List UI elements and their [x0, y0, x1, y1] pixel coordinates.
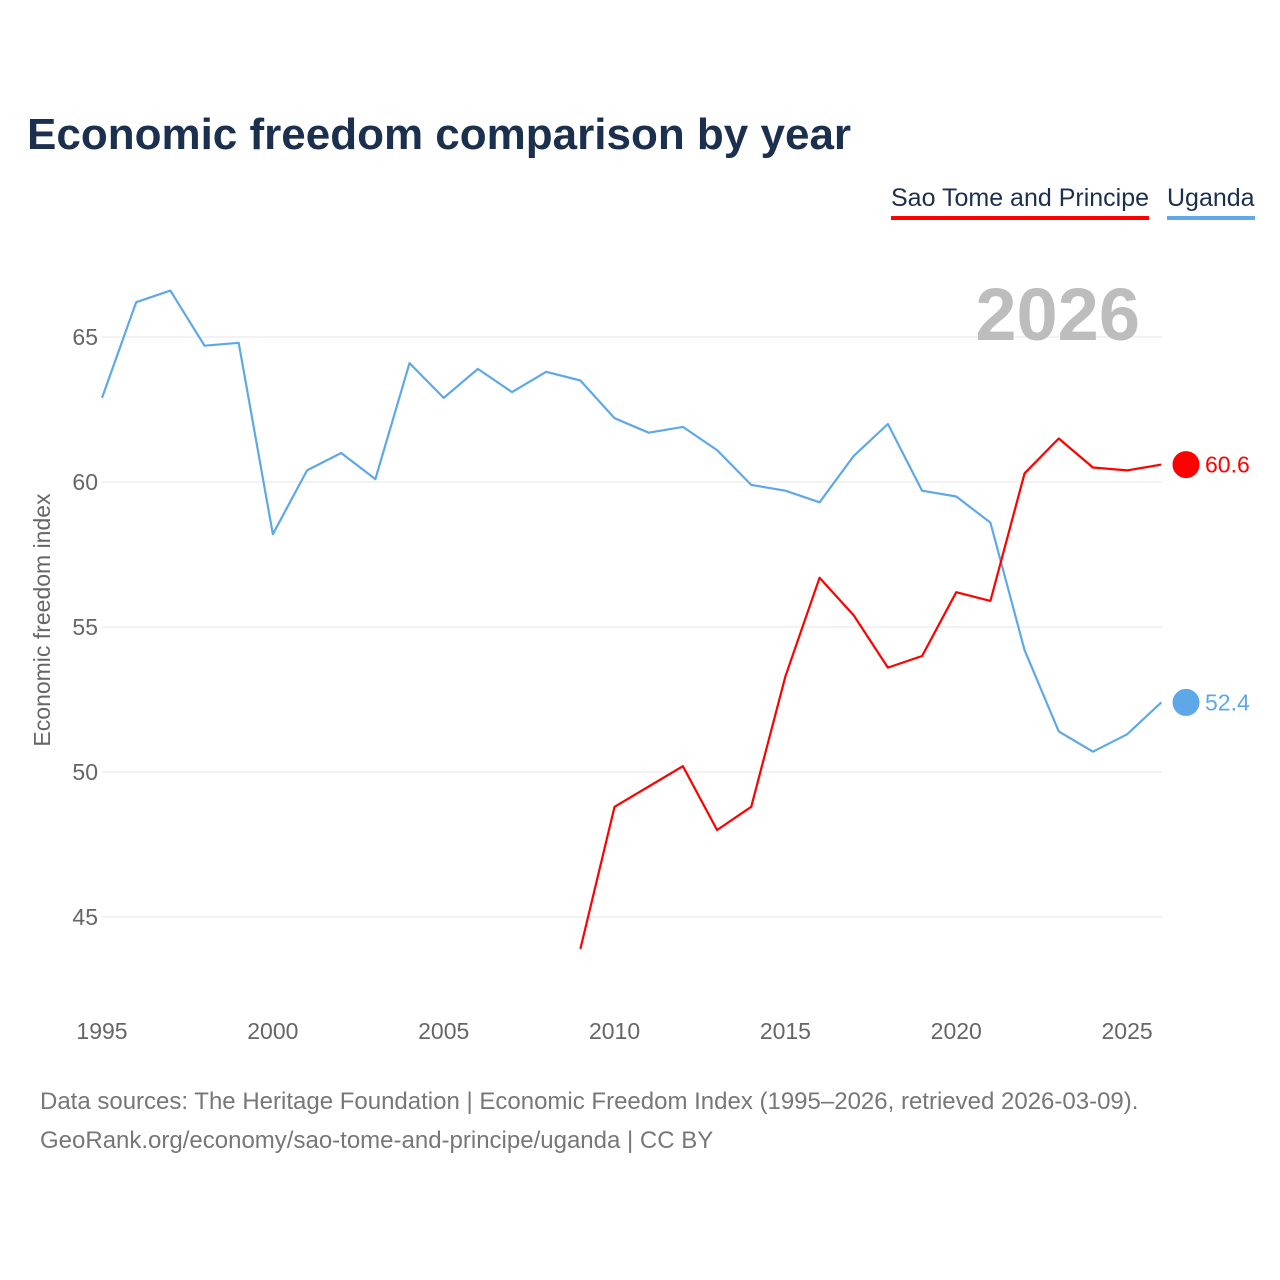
- year-watermark: 2026: [975, 273, 1140, 356]
- legend-item-uganda[interactable]: Uganda: [1167, 184, 1255, 220]
- end-value-label: 52.4: [1205, 689, 1250, 715]
- x-tick-label: 1995: [76, 1018, 127, 1044]
- end-value-label: 60.6: [1205, 452, 1250, 478]
- legend-item-sao-tome[interactable]: Sao Tome and Principe: [891, 184, 1150, 220]
- series-line-uganda: [100, 289, 1163, 753]
- x-tick-label: 2020: [931, 1018, 982, 1044]
- y-tick-label: 65: [72, 324, 98, 350]
- y-tick-label: 45: [72, 904, 98, 930]
- series-line-sao-tome-and-principe: [579, 437, 1162, 950]
- source-line-2[interactable]: GeoRank.org/economy/sao-tome-and-princip…: [40, 1127, 714, 1154]
- source-line-1: Data sources: The Heritage Foundation | …: [40, 1088, 1139, 1115]
- y-tick-label: 50: [72, 759, 98, 785]
- flag-icon: [1171, 450, 1201, 480]
- x-tick-label: 2025: [1102, 1018, 1153, 1044]
- flag-icon: [1171, 687, 1201, 717]
- y-tick-label: 60: [72, 469, 98, 495]
- chart-title: Economic freedom comparison by year: [27, 110, 852, 159]
- y-tick-label: 55: [72, 614, 98, 640]
- x-tick-label: 2015: [760, 1018, 811, 1044]
- x-tick-label: 2005: [418, 1018, 469, 1044]
- x-tick-label: 2000: [247, 1018, 298, 1044]
- x-tick-label: 2010: [589, 1018, 640, 1044]
- y-axis-label: Economic freedom index: [29, 493, 55, 747]
